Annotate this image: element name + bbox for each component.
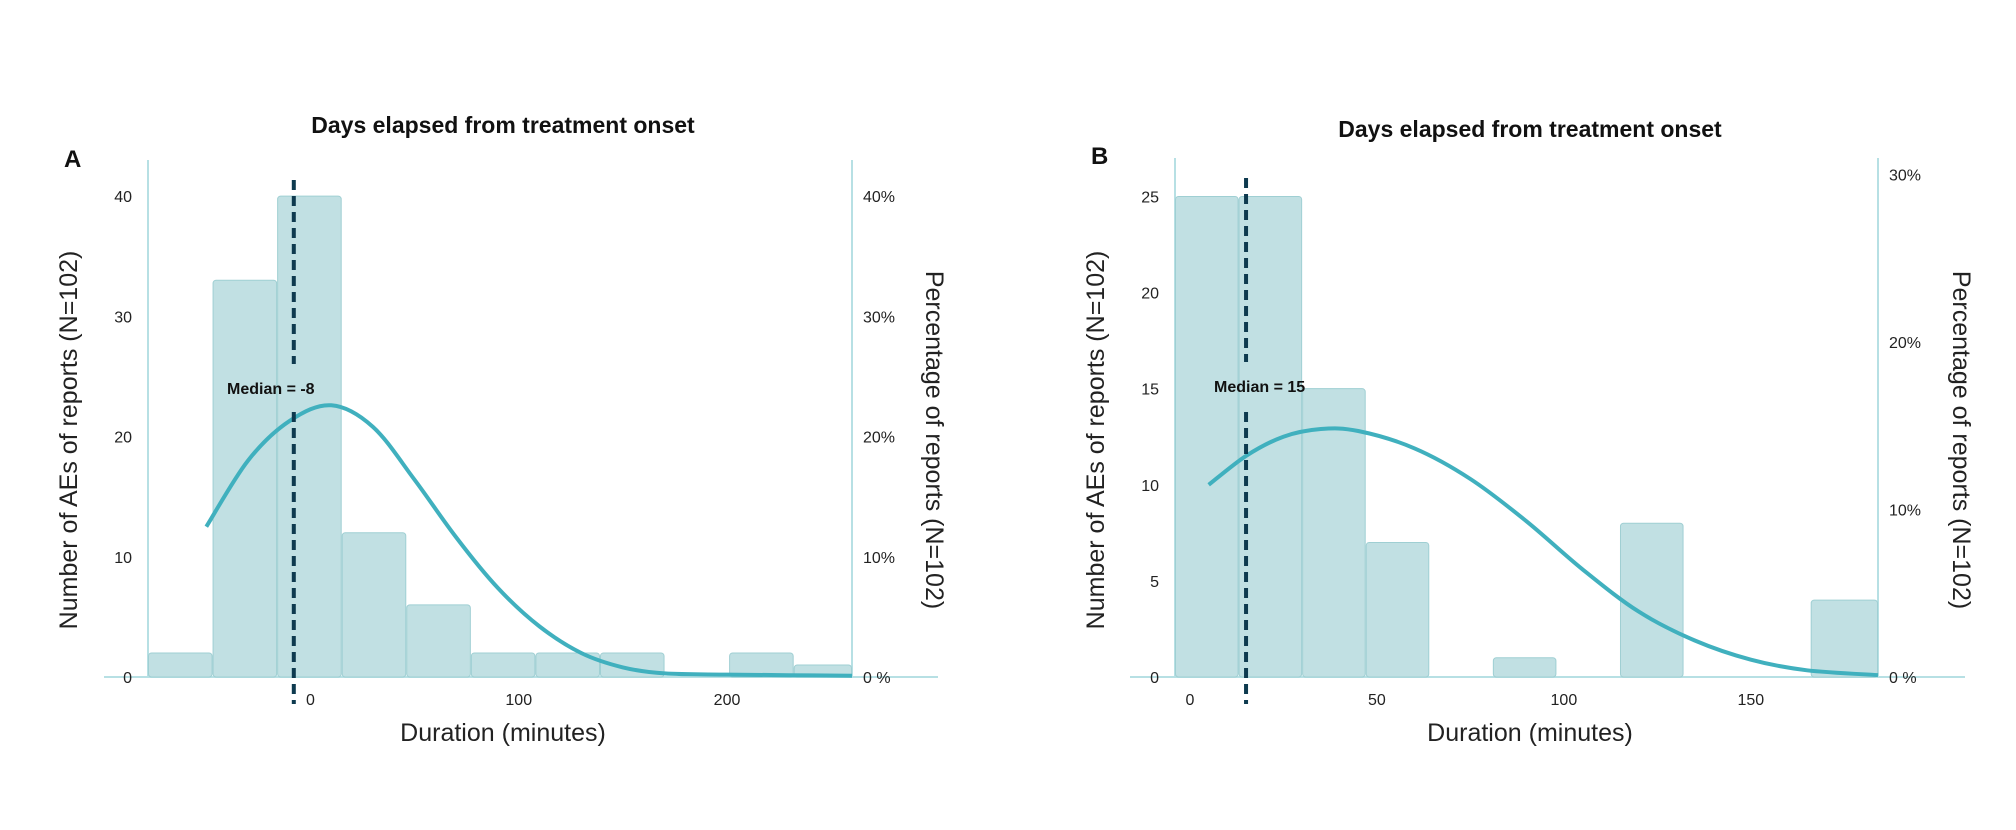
y-tick-label: 30 xyxy=(114,309,132,326)
y-tick-labels-a: 0 10 20 30 40 xyxy=(114,189,132,687)
histogram-bar xyxy=(1492,657,1557,678)
x-tick-label: 150 xyxy=(1738,692,1765,709)
x-tick-labels-a: 0 100 200 xyxy=(306,692,740,709)
histogram-bar xyxy=(1619,522,1684,678)
y2-tick-label: 20% xyxy=(1889,335,1921,352)
x-tick-labels-b: 0 50 100 150 xyxy=(1186,692,1765,709)
y2-tick-label: 20% xyxy=(863,430,895,447)
y-axis-label-a: Number of AEs of reports (N=102) xyxy=(55,251,83,630)
histogram-bar xyxy=(1175,195,1239,678)
chart-title-b: Days elapsed from treatment onset xyxy=(1338,116,1722,142)
median-label-b: Median = 15 xyxy=(1214,379,1305,396)
y2-tick-label: 0 % xyxy=(1889,670,1917,687)
histogram-bar xyxy=(535,652,600,678)
y-tick-label: 15 xyxy=(1141,382,1159,399)
y-tick-label: 40 xyxy=(114,189,132,206)
y2-axis-label-a: Percentage of reports (N=102) xyxy=(920,271,948,609)
x-axis-label-b: Duration (minutes) xyxy=(1427,719,1633,747)
histogram-bar xyxy=(1365,541,1430,678)
density-curve-b xyxy=(1207,426,1879,678)
y-axis-label-b: Number of AEs of reports (N=102) xyxy=(1082,251,1110,630)
histogram-bar xyxy=(1810,599,1879,678)
y2-tick-label: 40% xyxy=(863,189,895,206)
bar-group-b xyxy=(1175,195,1879,678)
y-tick-label: 25 xyxy=(1141,189,1159,206)
histogram-bar xyxy=(470,652,536,678)
panel-letter-b: B xyxy=(1091,143,1108,170)
chart-title-a: Days elapsed from treatment onset xyxy=(311,112,695,138)
y2-tick-label: 0 % xyxy=(863,670,891,687)
histogram-bar xyxy=(148,652,213,678)
x-tick-label: 0 xyxy=(1186,692,1195,709)
bar-group-a xyxy=(148,195,853,678)
y-tick-label: 5 xyxy=(1150,574,1159,591)
y-tick-label: 10 xyxy=(114,550,132,567)
y2-tick-label: 10% xyxy=(863,550,895,567)
histogram-bar xyxy=(1238,195,1303,678)
y2-tick-labels-a: 0 % 10% 20% 30% 40% xyxy=(863,189,895,687)
y-tick-label: 20 xyxy=(114,430,132,447)
y2-tick-label: 30% xyxy=(863,309,895,326)
chart-panel-a: Days elapsed from treatment onset A Medi… xyxy=(55,112,948,747)
histogram-bar xyxy=(341,532,407,678)
y2-tick-label: 10% xyxy=(1889,503,1921,520)
y-tick-label: 20 xyxy=(1141,286,1159,303)
y-tick-labels-b: 0 5 10 15 20 25 xyxy=(1141,189,1159,687)
x-tick-label: 200 xyxy=(714,692,741,709)
y2-axis-label-b: Percentage of reports (N=102) xyxy=(1947,271,1975,609)
x-tick-label: 50 xyxy=(1368,692,1386,709)
median-label-a: Median = -8 xyxy=(227,381,315,398)
panel-letter-a: A xyxy=(64,146,81,173)
x-axis-label-a: Duration (minutes) xyxy=(400,719,606,747)
density-curve-a xyxy=(204,403,853,678)
histogram-bar xyxy=(406,604,471,678)
histogram-bar xyxy=(729,652,794,678)
x-tick-label: 100 xyxy=(505,692,532,709)
histogram-bar xyxy=(1302,388,1366,678)
x-tick-label: 100 xyxy=(1551,692,1578,709)
histogram-bar xyxy=(277,195,342,678)
x-tick-label: 0 xyxy=(306,692,315,709)
y-tick-label: 10 xyxy=(1141,478,1159,495)
y-tick-label: 0 xyxy=(1150,670,1159,687)
y-tick-label: 0 xyxy=(123,670,132,687)
chart-panel-b: Days elapsed from treatment onset B Medi… xyxy=(1082,116,1975,747)
y2-tick-label: 30% xyxy=(1889,168,1921,185)
y2-tick-labels-b: 0 % 10% 20% 30% xyxy=(1889,168,1921,687)
histogram-bar xyxy=(212,279,278,678)
